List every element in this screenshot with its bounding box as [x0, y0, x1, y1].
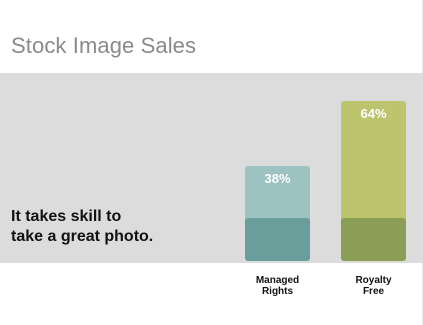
tagline-line-2: take a great photo.: [11, 228, 154, 245]
category-label: Free: [363, 286, 385, 297]
tagline-line-1: It takes skill to: [11, 208, 122, 225]
category-label: Rights: [262, 286, 294, 297]
bar-value-label: 38%: [264, 171, 290, 186]
bar-base-segment: [341, 218, 406, 261]
bar-value-label: 64%: [360, 106, 386, 121]
category-label: Royalty: [355, 275, 392, 286]
category-label: Managed: [256, 275, 299, 286]
tagline: It takes skill to take a great photo.: [11, 207, 153, 247]
bar-base-segment: [245, 218, 310, 261]
slide-title: Stock Image Sales: [11, 33, 197, 58]
